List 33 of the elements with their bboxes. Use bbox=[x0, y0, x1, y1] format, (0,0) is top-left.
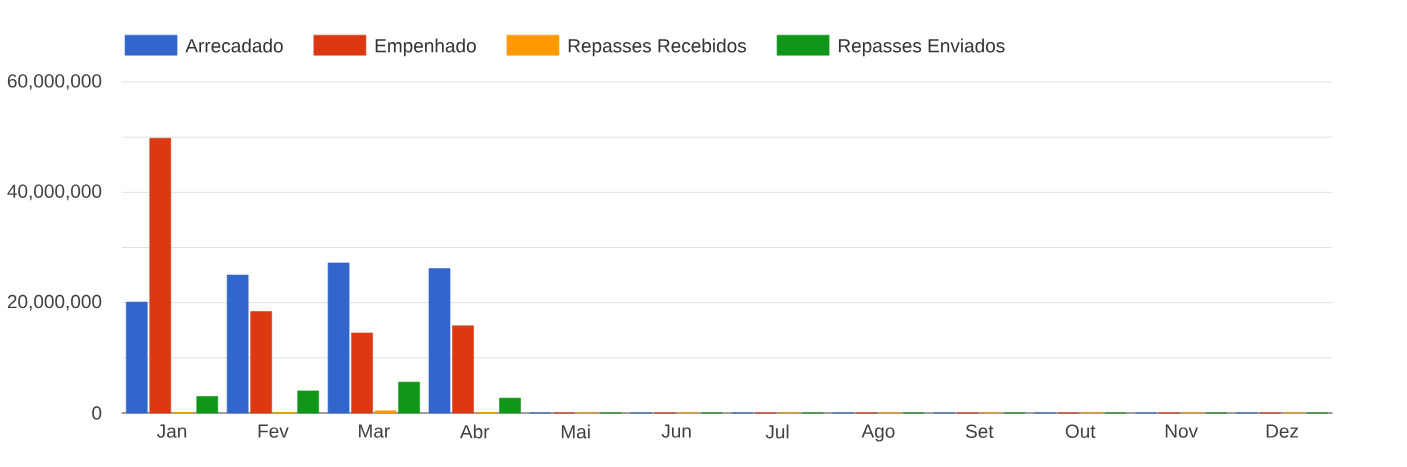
bar bbox=[297, 390, 319, 414]
x-tick-label: Mai bbox=[561, 424, 590, 439]
x-tick-label: Jan bbox=[156, 424, 187, 438]
bar bbox=[250, 311, 272, 414]
legend-label: Repasses Enviados bbox=[838, 38, 1005, 57]
x-tick-label: Mar bbox=[359, 424, 390, 438]
x-tick-label: Fev bbox=[258, 424, 289, 438]
legend-label: Arrecadado bbox=[185, 38, 283, 53]
x-tick-label: Set bbox=[965, 424, 994, 438]
bar bbox=[226, 274, 249, 414]
bar bbox=[125, 301, 148, 414]
x-tick-label: Jun bbox=[661, 424, 691, 438]
legend-label: Empenhado bbox=[375, 38, 476, 57]
bar bbox=[452, 325, 474, 414]
y-tick-label: 0 bbox=[92, 406, 102, 420]
x-tick-label: Abr bbox=[460, 424, 490, 439]
bar bbox=[374, 410, 397, 414]
bar bbox=[327, 262, 350, 414]
legend-label: Repasses Recebidos bbox=[568, 38, 747, 57]
x-tick-label: Jul bbox=[765, 424, 789, 439]
x-tick-label: Nov bbox=[1165, 424, 1198, 438]
x-tick-label: Dez bbox=[1266, 424, 1299, 438]
bar bbox=[351, 332, 373, 414]
bar bbox=[196, 396, 219, 414]
bar bbox=[428, 268, 451, 414]
bar bbox=[149, 137, 172, 414]
y-tick-label: 60,000,000 bbox=[7, 74, 102, 90]
x-tick-label: Out bbox=[1065, 424, 1096, 438]
x-tick-label: Ago bbox=[861, 424, 895, 442]
y-tick-label: 20,000,000 bbox=[7, 294, 102, 311]
bar bbox=[398, 381, 420, 414]
bar bbox=[499, 397, 521, 414]
y-tick-label: 40,000,000 bbox=[7, 184, 102, 201]
